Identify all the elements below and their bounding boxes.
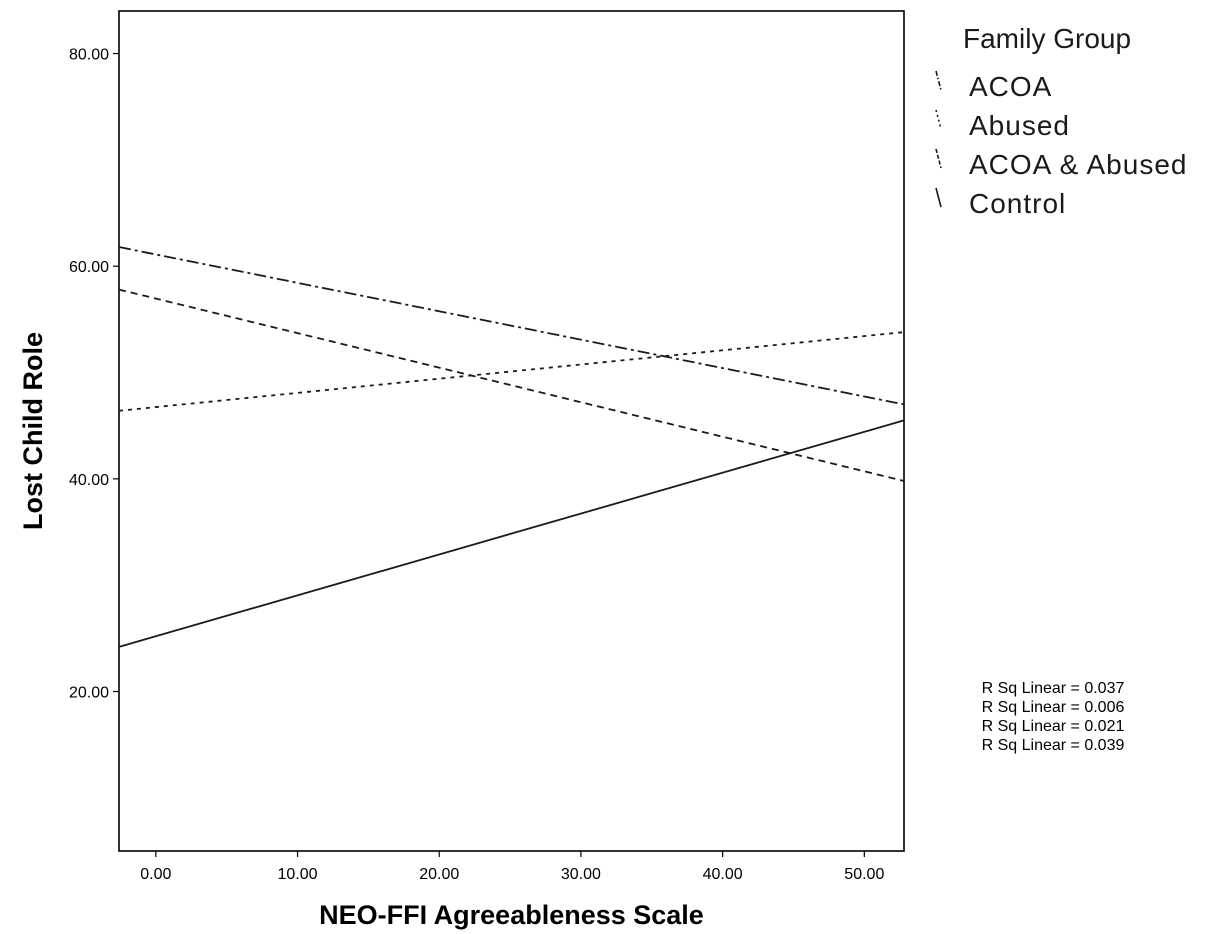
legend: Family Group ACOA Abused ACOA & Abused Cont… <box>935 23 1187 219</box>
y-tick-label: 20.00 <box>69 685 109 702</box>
r-squared-label: R Sq Linear = 0.039 <box>982 737 1125 754</box>
plot-frame <box>118 10 905 852</box>
series-line-acoa <box>118 246 905 406</box>
legend-label-abused: Abused <box>969 110 1070 141</box>
x-axis-title: NEO-FFI Agreeableness Scale <box>319 900 704 930</box>
y-tick-label: 60.00 <box>69 259 109 276</box>
x-tick-label: 10.00 <box>278 866 318 883</box>
r-squared-annotations: R Sq Linear = 0.037 R Sq Linear = 0.006 R … <box>982 680 1125 754</box>
legend-swatch-acoa-abused <box>935 148 942 169</box>
r-squared-label: R Sq Linear = 0.021 <box>982 718 1125 735</box>
r-squared-label: R Sq Linear = 0.006 <box>982 699 1125 716</box>
legend-swatch-control <box>935 187 942 208</box>
y-tick-label: 40.00 <box>69 472 109 489</box>
x-axis-ticks: 0.00 10.00 20.00 30.00 40.00 50.00 <box>140 851 884 883</box>
series-line-acoa-abused <box>118 288 905 482</box>
y-tick-label: 80.00 <box>69 47 109 64</box>
x-tick-label: 50.00 <box>844 866 884 883</box>
legend-label-control: Control <box>969 188 1066 219</box>
legend-label-acoa-abused: ACOA & Abused <box>969 149 1187 180</box>
legend-label-acoa: ACOA <box>969 71 1052 102</box>
x-tick-label: 20.00 <box>419 866 459 883</box>
legend-swatch-abused <box>935 109 942 130</box>
x-tick-label: 30.00 <box>561 866 601 883</box>
x-tick-label: 0.00 <box>140 866 171 883</box>
series-lines <box>118 246 905 648</box>
legend-title: Family Group <box>963 23 1131 54</box>
plot-area <box>118 10 905 852</box>
series-line-abused <box>118 331 905 412</box>
x-tick-label: 40.00 <box>703 866 743 883</box>
r-squared-label: R Sq Linear = 0.037 <box>982 680 1125 697</box>
series-line-control <box>118 419 905 648</box>
y-axis-title: Lost Child Role <box>18 332 48 530</box>
legend-swatch-acoa <box>935 70 942 91</box>
y-axis-ticks: 20.00 40.00 60.00 80.00 <box>69 47 119 702</box>
